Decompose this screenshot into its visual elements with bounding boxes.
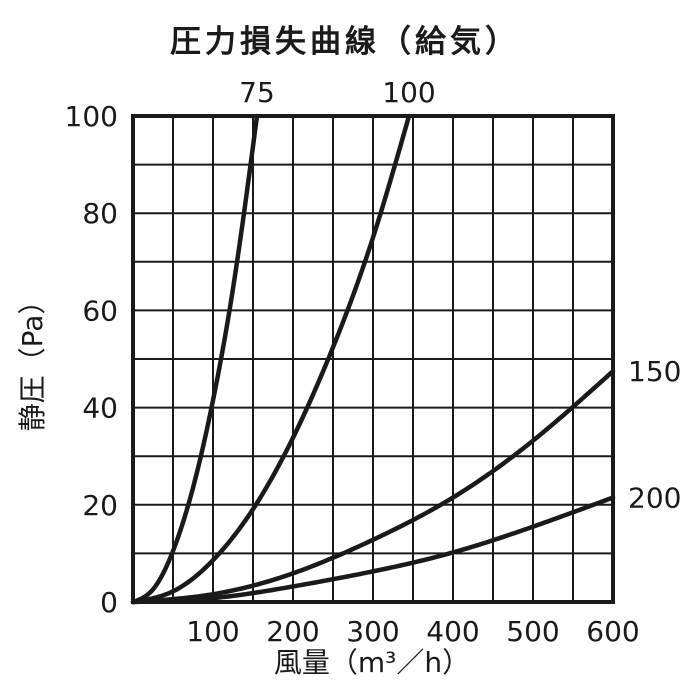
series-label-200: 200 bbox=[628, 482, 681, 515]
plot-frame bbox=[131, 114, 615, 604]
x-tick-label: 500 bbox=[506, 615, 559, 648]
x-tick-label: 400 bbox=[426, 615, 479, 648]
x-tick-label: 100 bbox=[186, 615, 239, 648]
series-label-100: 100 bbox=[382, 76, 435, 109]
y-axis-label: 静圧（Pa） bbox=[16, 287, 49, 432]
x-axis-ticks: 100 200 300 400 500 600 bbox=[186, 615, 639, 648]
y-tick-label: 80 bbox=[82, 197, 118, 230]
series-labels: 75 100 150 200 bbox=[239, 76, 681, 515]
y-tick-label: 20 bbox=[82, 489, 118, 522]
series-curves bbox=[130, 113, 616, 605]
x-axis-label: 風量（m³／h） bbox=[274, 646, 470, 679]
x-tick-label: 200 bbox=[266, 615, 319, 648]
grid bbox=[133, 116, 613, 602]
series-curve-200 bbox=[130, 495, 616, 605]
y-tick-label: 100 bbox=[65, 100, 118, 133]
series-label-150: 150 bbox=[628, 355, 681, 388]
x-tick-label: 300 bbox=[346, 615, 399, 648]
x-tick-label: 600 bbox=[586, 615, 639, 648]
series-curve-150 bbox=[130, 368, 616, 605]
y-tick-label: 60 bbox=[82, 294, 118, 327]
series-curve-75 bbox=[130, 113, 260, 605]
y-tick-label: 40 bbox=[82, 392, 118, 425]
chart-title: 圧力損失曲線（給気） bbox=[170, 24, 520, 60]
series-label-75: 75 bbox=[239, 76, 275, 109]
y-axis-ticks: 0 20 40 60 80 100 bbox=[65, 100, 118, 619]
series-curve-100 bbox=[130, 113, 412, 605]
y-tick-label: 0 bbox=[100, 586, 118, 619]
